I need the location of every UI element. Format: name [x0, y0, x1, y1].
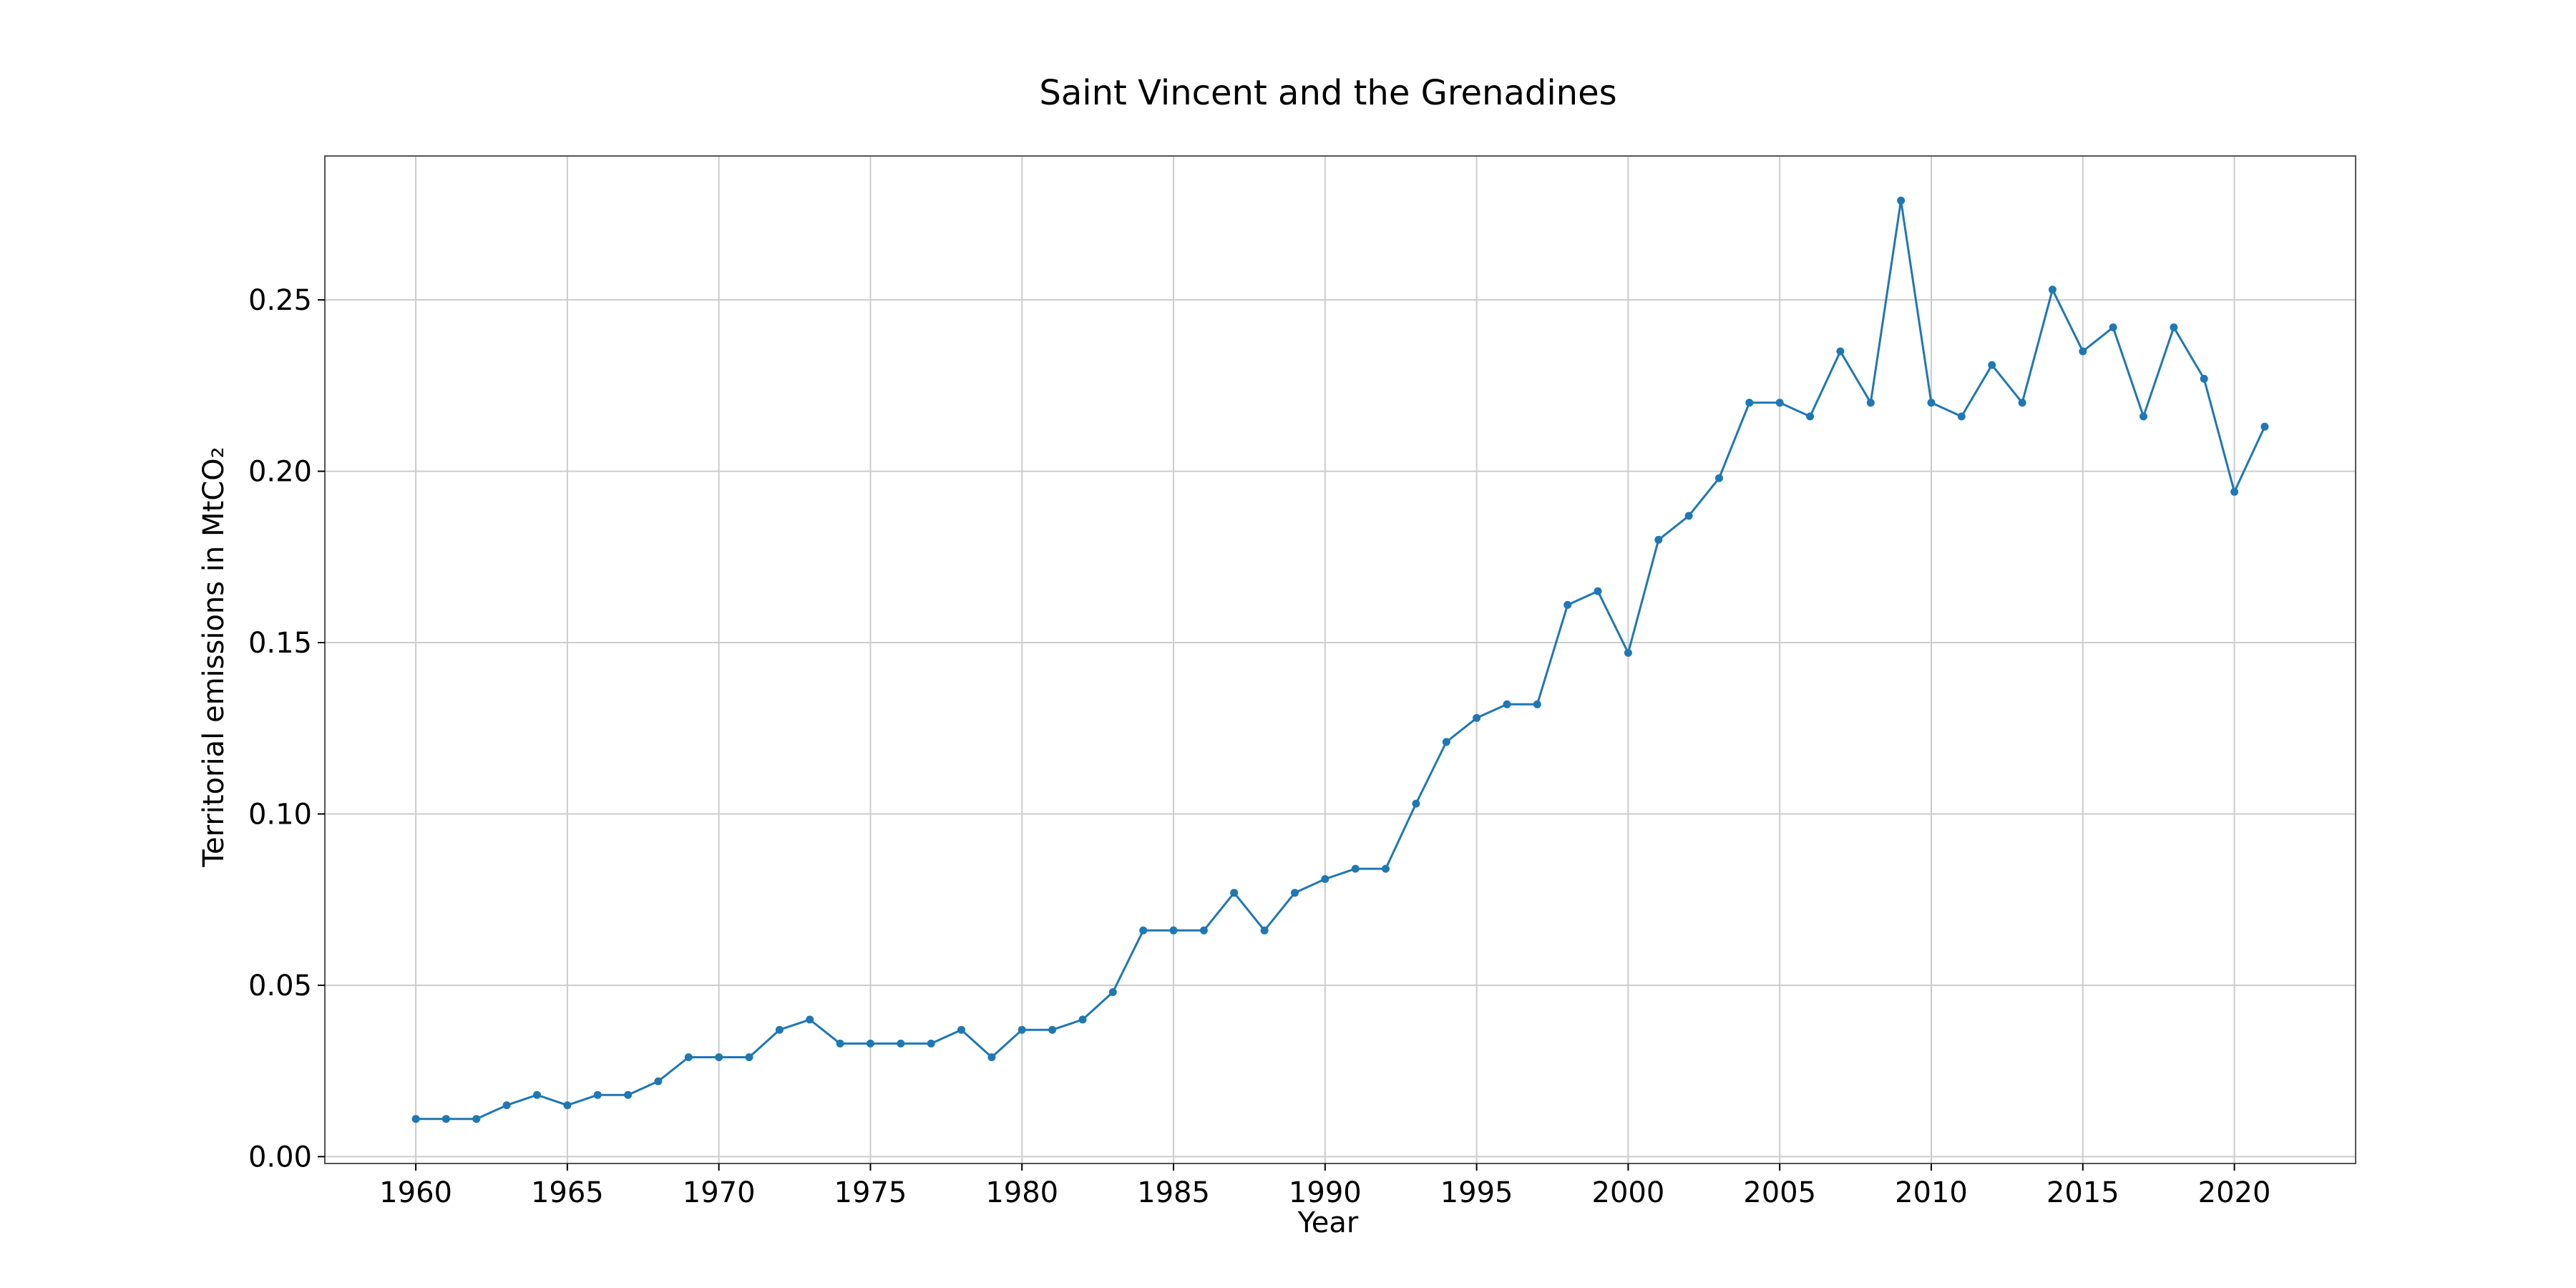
x-tick-label: 2000 — [1592, 1176, 1665, 1209]
data-point — [593, 1091, 602, 1099]
data-point — [1745, 399, 1754, 407]
data-point — [2109, 323, 2117, 331]
data-point — [1563, 600, 1572, 609]
data-point — [1412, 799, 1420, 808]
data-point — [1897, 196, 1906, 205]
data-point — [1684, 512, 1693, 520]
x-tick-label: 1990 — [1289, 1176, 1362, 1209]
data-point — [1291, 889, 1299, 897]
data-point — [1442, 738, 1450, 746]
data-point — [1866, 399, 1875, 407]
data-point — [866, 1039, 874, 1048]
x-tick-label: 1975 — [834, 1176, 907, 1209]
data-point — [1382, 864, 1390, 873]
data-point — [1199, 926, 1208, 935]
data-point — [1654, 535, 1663, 544]
x-tick-label: 2010 — [1895, 1176, 1968, 1209]
data-point — [957, 1025, 965, 1034]
data-point — [2140, 412, 2147, 421]
y-tick-label: 0.10 — [248, 799, 312, 831]
data-point — [684, 1053, 693, 1061]
data-point — [1927, 399, 1936, 407]
data-point — [1775, 399, 1784, 407]
data-point — [1473, 713, 1481, 722]
x-tick-label: 1960 — [379, 1176, 452, 1209]
x-tick-label: 2005 — [1743, 1176, 1816, 1209]
series-line-layer — [416, 199, 2266, 1121]
data-point — [715, 1053, 723, 1061]
data-point — [836, 1039, 844, 1048]
y-tick-label: 0.15 — [248, 627, 312, 660]
data-point — [2018, 399, 2026, 407]
data-point — [2079, 347, 2087, 356]
data-point — [1108, 988, 1117, 996]
plot-frame — [324, 155, 2356, 1164]
data-point — [624, 1091, 633, 1099]
data-point — [411, 1115, 420, 1123]
x-tick-label: 1980 — [985, 1176, 1058, 1209]
x-axis-label: Year — [1297, 1206, 1359, 1239]
x-tick-label: 2015 — [2046, 1176, 2119, 1209]
data-point — [2200, 374, 2208, 383]
data-point — [1806, 412, 1815, 421]
x-tick-label: 1970 — [683, 1176, 756, 1209]
data-point — [654, 1077, 663, 1085]
x-axis-ticks: 1960 1965 1970 1975 1980 1985 1990 1995 2000 2005… — [379, 1163, 2270, 1209]
y-axis-label: Territorial emissions in MtCO₂ — [197, 447, 230, 867]
data-point — [563, 1101, 572, 1110]
data-point — [2170, 323, 2178, 331]
data-point — [806, 1015, 814, 1024]
x-tick-label: 1985 — [1137, 1176, 1210, 1209]
data-point — [441, 1115, 450, 1123]
x-tick-label: 1995 — [1440, 1176, 1513, 1209]
data-point — [1594, 587, 1602, 595]
data-point — [472, 1115, 481, 1123]
x-tick-label: 1965 — [531, 1176, 604, 1209]
data-point — [1957, 412, 1966, 421]
data-point — [1048, 1025, 1057, 1034]
data-point — [927, 1039, 935, 1048]
chart-title: Saint Vincent and the Grenadines — [1039, 73, 1616, 113]
data-point — [2230, 487, 2239, 496]
series-markers — [411, 196, 2269, 1123]
data-point — [1139, 926, 1148, 935]
data-point — [1503, 700, 1511, 708]
y-tick-label: 0.20 — [248, 456, 312, 489]
y-tick-label: 0.05 — [248, 970, 312, 1002]
series-line — [416, 199, 2266, 1121]
y-tick-label: 0.25 — [248, 284, 312, 317]
data-point — [775, 1025, 784, 1034]
data-point — [1988, 361, 1996, 369]
data-point — [1018, 1025, 1026, 1034]
data-point — [1533, 700, 1541, 708]
data-point — [1836, 347, 1845, 356]
data-point — [533, 1091, 541, 1099]
data-point — [745, 1053, 753, 1061]
data-point — [1169, 926, 1178, 935]
y-axis-ticks: 0.00 0.05 0.10 0.15 0.20 0.25 — [248, 284, 325, 1174]
data-point — [1078, 1015, 1087, 1024]
x-tick-label: 2020 — [2198, 1176, 2271, 1209]
grid — [325, 156, 2356, 1163]
data-point — [2260, 422, 2269, 431]
data-point — [1321, 875, 1330, 883]
data-point — [502, 1101, 511, 1110]
data-point — [1351, 864, 1360, 873]
data-point — [1260, 926, 1269, 935]
data-point — [1230, 889, 1239, 897]
data-point — [1715, 474, 1723, 482]
data-point — [1624, 648, 1632, 657]
data-point — [897, 1039, 905, 1048]
data-point — [987, 1053, 996, 1061]
data-point — [2048, 286, 2057, 294]
y-tick-label: 0.00 — [248, 1141, 312, 1174]
